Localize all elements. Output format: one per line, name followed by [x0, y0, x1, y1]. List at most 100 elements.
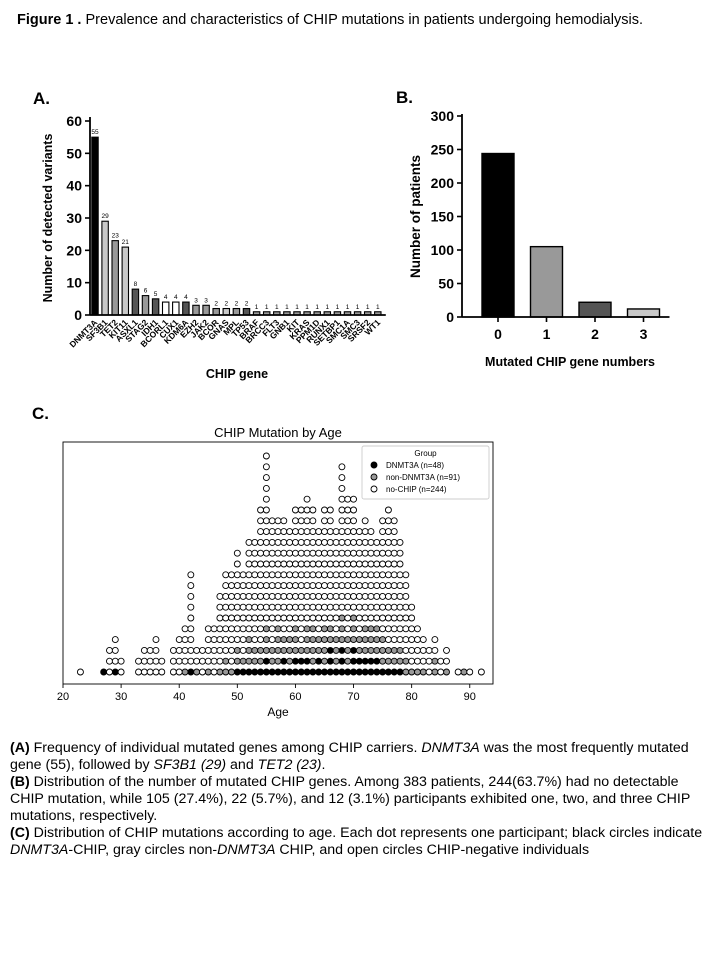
- no-chip-point: [76, 668, 84, 676]
- no-chip-point: [280, 528, 288, 536]
- no-chip-point: [431, 646, 439, 654]
- no-chip-point: [274, 560, 282, 568]
- no-chip-point: [408, 636, 416, 644]
- no-chip-point: [245, 582, 253, 590]
- y-tick-label: 50: [438, 276, 454, 292]
- non-dnmt3a-point: [222, 657, 230, 665]
- no-chip-point: [303, 603, 311, 611]
- no-chip-point: [379, 571, 387, 579]
- dnmt3a-point: [239, 668, 247, 676]
- no-chip-point: [326, 571, 334, 579]
- no-chip-point: [257, 560, 265, 568]
- non-dnmt3a-point: [262, 636, 270, 644]
- no-chip-point: [350, 538, 357, 546]
- non-dnmt3a-point: [384, 657, 392, 665]
- non-dnmt3a-point: [350, 636, 357, 644]
- no-chip-point: [303, 614, 311, 622]
- no-chip-point: [291, 538, 299, 546]
- no-chip-point: [286, 528, 294, 536]
- no-chip-point: [402, 636, 410, 644]
- no-chip-point: [396, 560, 404, 568]
- no-chip-point: [373, 592, 381, 600]
- no-chip-point: [315, 625, 323, 633]
- no-chip-point: [390, 582, 398, 590]
- dnmt3a-point: [326, 668, 334, 676]
- y-tick-label: 60: [66, 113, 82, 129]
- gene-frequency-chart: 010203040506055DNMT3A29SF3B123TET221KIT1…: [41, 113, 386, 381]
- data-label: 1: [285, 304, 289, 311]
- bar: [481, 152, 515, 318]
- no-chip-point: [373, 549, 381, 557]
- no-chip-point: [379, 560, 387, 568]
- no-chip-point: [257, 614, 265, 622]
- bar: [626, 308, 661, 318]
- no-chip-point: [199, 657, 206, 665]
- no-chip-point: [390, 603, 398, 611]
- no-chip-point: [111, 646, 119, 654]
- no-chip-point: [286, 571, 294, 579]
- no-chip-point: [111, 657, 119, 665]
- dnmt3a-point: [303, 668, 311, 676]
- data-label: 1: [275, 304, 279, 311]
- no-chip-point: [367, 560, 375, 568]
- dnmt3a-point: [321, 668, 328, 676]
- no-chip-point: [373, 582, 381, 590]
- no-chip-point: [326, 592, 334, 600]
- no-chip-point: [384, 549, 392, 557]
- data-label: 1: [315, 304, 319, 311]
- no-chip-point: [291, 517, 299, 525]
- x-tick-label: 30: [115, 691, 127, 703]
- no-chip-point: [315, 528, 323, 536]
- no-chip-point: [239, 636, 247, 644]
- non-dnmt3a-point: [280, 636, 288, 644]
- no-chip-point: [187, 603, 195, 611]
- no-chip-point: [193, 657, 201, 665]
- non-dnmt3a-point: [303, 625, 311, 633]
- no-chip-point: [384, 592, 392, 600]
- no-chip-point: [338, 517, 346, 525]
- panel-c-label: C.: [32, 404, 49, 423]
- no-chip-point: [338, 538, 346, 546]
- data-label: 1: [356, 304, 360, 311]
- no-chip-point: [367, 528, 375, 536]
- non-dnmt3a-point: [431, 657, 439, 665]
- non-dnmt3a-point: [262, 625, 270, 633]
- no-chip-point: [350, 517, 357, 525]
- no-chip-point: [321, 517, 328, 525]
- no-chip-point: [396, 582, 404, 590]
- no-chip-point: [384, 582, 392, 590]
- dnmt3a-point: [379, 668, 387, 676]
- no-chip-point: [321, 538, 328, 546]
- non-dnmt3a-point: [309, 625, 317, 633]
- no-chip-point: [268, 549, 276, 557]
- no-chip-point: [297, 582, 305, 590]
- no-chip-point: [280, 549, 288, 557]
- no-chip-point: [344, 506, 352, 514]
- dnmt3a-point: [367, 657, 375, 665]
- x-tick-label: 40: [173, 691, 185, 703]
- no-chip-point: [291, 592, 299, 600]
- data-label: 6: [144, 288, 148, 295]
- no-chip-point: [321, 549, 328, 557]
- no-chip-point: [291, 506, 299, 514]
- no-chip-point: [338, 582, 346, 590]
- dnmt3a-point: [245, 668, 253, 676]
- no-chip-point: [280, 592, 288, 600]
- no-chip-point: [262, 495, 270, 503]
- no-chip-point: [373, 571, 381, 579]
- data-label: 1: [305, 304, 309, 311]
- no-chip-point: [262, 582, 270, 590]
- no-chip-point: [257, 506, 265, 514]
- no-chip-point: [297, 549, 305, 557]
- no-chip-point: [158, 657, 166, 665]
- no-chip-point: [355, 582, 363, 590]
- non-dnmt3a-point: [303, 646, 311, 654]
- caption-a-text: was the most frequently mutated gene (55…: [10, 740, 689, 773]
- no-chip-point: [257, 636, 265, 644]
- non-dnmt3a-point: [419, 668, 427, 676]
- no-chip-point: [251, 592, 259, 600]
- non-dnmt3a-point: [326, 625, 334, 633]
- no-chip-point: [228, 582, 235, 590]
- no-chip-point: [245, 549, 253, 557]
- dnmt3a-point: [111, 668, 119, 676]
